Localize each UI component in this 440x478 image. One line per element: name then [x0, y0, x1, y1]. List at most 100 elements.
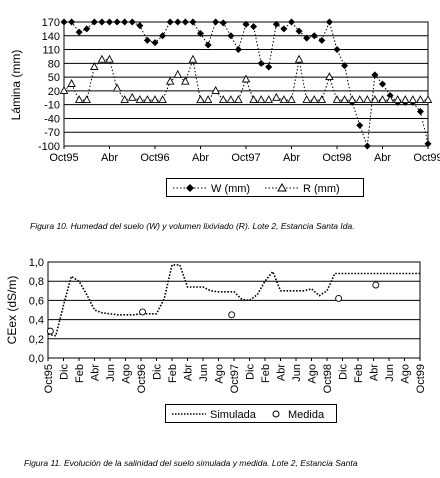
chart1-r-point	[181, 76, 190, 85]
legend-simulada-label: Simulada	[210, 409, 257, 421]
chart1-w-point	[60, 18, 68, 26]
chart1-r-point	[416, 95, 425, 104]
chart2-y-tick: 0,4	[29, 315, 44, 327]
figure2-caption: Figura 11. Evolución de la salinidad del…	[24, 458, 358, 468]
chart2-y-tick: 0,6	[29, 295, 44, 307]
chart1-r-point	[112, 83, 122, 92]
chart2-x-tick: Ago	[307, 364, 319, 384]
chart1-w-point	[181, 18, 189, 26]
chart1-w-point	[68, 18, 76, 26]
chart1-w-point	[371, 71, 379, 79]
chart1-w-point	[75, 28, 83, 36]
chart2-series	[46, 264, 420, 337]
chart1-r-point	[188, 54, 198, 63]
chart2-x-tick: Jun	[384, 364, 396, 382]
legend-w-label: W (mm)	[211, 183, 250, 195]
chart1-x-tick: Oct99	[413, 152, 440, 164]
chart1-r-point	[264, 95, 274, 104]
chart1-x-tick: Abr	[374, 152, 391, 164]
chart1-w-point	[295, 27, 303, 35]
chart1-x-tick: Oct97	[231, 152, 260, 164]
legend-r-label: R (mm)	[303, 183, 340, 195]
chart1-w-point	[227, 32, 235, 40]
chart2-x-tick: Oct97	[229, 364, 241, 393]
chart1-r-point	[279, 95, 289, 104]
chart2-y-tick: 1,0	[29, 257, 44, 269]
chart1-r-point	[393, 95, 402, 104]
chart1-plot-frame	[63, 21, 429, 147]
chart1-w-point	[356, 121, 364, 129]
chart1-y-tick: -10	[44, 100, 60, 112]
figure1-caption: Figura 10. Humedad del suelo (W) y volum…	[30, 221, 355, 231]
chart2-x-tick: Jun	[291, 364, 303, 382]
chart1-r-point	[97, 54, 107, 63]
chart1-legend: W (mm) R (mm)	[166, 178, 364, 197]
chart1-w-point	[159, 32, 167, 40]
chart1-w-point	[128, 18, 136, 26]
chart2-x-tick: Feb	[260, 364, 272, 383]
chart1-y-tick: -40	[44, 113, 60, 125]
chart1-y-tick: -70	[44, 127, 60, 139]
chart1-r-point	[74, 95, 84, 104]
chart1-x-tick: Abr	[283, 152, 300, 164]
chart1-r-point	[423, 95, 433, 104]
chart1-w-point	[424, 140, 432, 148]
chart1-r-point	[309, 95, 319, 104]
chart2-y-tick-labels: 1,0 0,8 0,6 0,4 0,2 0,0	[29, 257, 44, 365]
chart1-w-point	[333, 46, 341, 54]
chart1-x-tick: Abr	[192, 152, 209, 164]
chart1-x-tick-labels: Oct95 Abr Oct96 Abr Oct97 Abr Oct98 Abr Oct99	[49, 152, 440, 164]
chart2-legend: Simulada Medida	[165, 404, 337, 423]
chart2-x-tick: Dic	[59, 364, 71, 380]
chart2-x-tick: Feb	[167, 364, 179, 383]
chart1-r-point	[385, 95, 395, 104]
chart2-x-tick: Jun	[105, 364, 117, 382]
chart1-r-point	[256, 95, 266, 104]
chart1-y-tick: 110	[42, 45, 60, 57]
chart1-r-point	[408, 95, 418, 104]
chart1-r-point	[302, 95, 311, 104]
chart1-y-tick: 140	[42, 31, 60, 43]
chart2-medida-point	[46, 327, 54, 335]
chart1-r-point	[355, 95, 365, 104]
chart1-r-point	[105, 54, 114, 63]
chart1-y-tick: 80	[48, 58, 60, 70]
chart1-r-point	[340, 95, 349, 104]
chart1-r-point	[287, 95, 296, 104]
chart2-x-tick: Dic	[245, 364, 257, 380]
chart2-x-tick: Dic	[152, 364, 164, 380]
chart2-x-tick: Oct95	[43, 364, 55, 393]
chart1-r-point	[363, 95, 372, 104]
chart1-r-point	[196, 95, 205, 104]
chart1-x-tick: Oct98	[322, 152, 351, 164]
chart2-x-tick-labels: Oct95 Dic Feb Abr Jun Ago Oct96 Dic Feb Abr Jun Ago…	[43, 364, 427, 394]
chart1-r-point	[332, 95, 342, 104]
chart1-w-point	[250, 23, 258, 31]
chart1-r-point	[234, 95, 243, 104]
chart1-w-point	[272, 20, 280, 28]
chart1-r-point	[82, 95, 92, 104]
chart1-w-point	[379, 80, 386, 88]
chart2-x-tick: Abr	[276, 364, 288, 381]
chart2-x-tick: Oct98	[322, 364, 334, 393]
chart1-y-tick: 170	[42, 17, 60, 29]
chart1-w-point	[83, 25, 91, 33]
chart1-series-line	[64, 20, 429, 147]
chart1-w-point	[416, 108, 424, 116]
chart1-r-point	[241, 74, 251, 83]
chart1-w-point	[143, 36, 151, 44]
legend-medida-label: Medida	[288, 409, 325, 421]
chart2-x-tick: Ago	[214, 364, 226, 384]
chart1-w-point	[280, 25, 288, 33]
chart2-x-tick: Oct99	[415, 364, 427, 393]
chart1-r-point	[370, 95, 380, 104]
chart2-x-tick: Feb	[74, 364, 86, 383]
legend-diamond-icon	[186, 184, 194, 192]
chart1-r-point	[294, 54, 304, 63]
chart1-w-point	[90, 18, 98, 26]
chart2-x-tick: Abr	[183, 364, 195, 381]
chart2-x-tick: Abr	[90, 364, 102, 381]
chart1-w-point	[151, 39, 159, 47]
chart1-w-point	[265, 63, 273, 71]
chart1-r-point	[272, 92, 281, 101]
